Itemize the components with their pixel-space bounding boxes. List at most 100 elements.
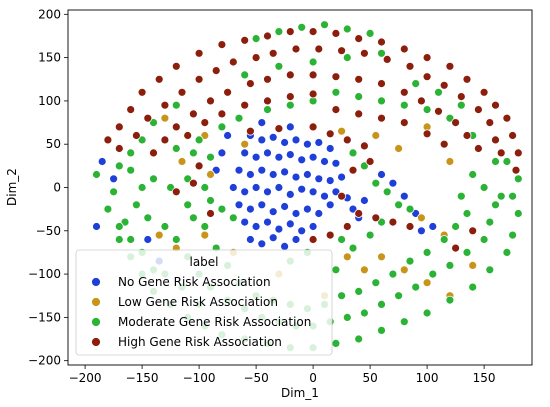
data-point [371, 278, 381, 288]
data-point [354, 92, 364, 101]
data-point [496, 148, 506, 158]
data-point [308, 89, 318, 99]
data-point [462, 74, 472, 84]
data-point [348, 148, 358, 158]
data-point [137, 87, 147, 97]
data-point [257, 239, 267, 249]
data-point [228, 57, 238, 67]
data-point [302, 139, 312, 149]
data-point [377, 170, 386, 179]
data-point [285, 122, 295, 132]
data-point [354, 209, 364, 218]
data-point [285, 189, 295, 199]
data-point [234, 165, 244, 175]
data-point [228, 183, 238, 192]
data-point [171, 61, 181, 71]
data-point [496, 191, 506, 201]
legend-label: No Gene Risk Association [118, 275, 271, 289]
data-point [342, 252, 352, 262]
data-point [206, 196, 215, 205]
legend: label No Gene Risk Association Low Gene R… [75, 249, 333, 356]
data-point [314, 44, 324, 54]
data-point [291, 235, 301, 244]
data-point [240, 35, 250, 45]
data-point [342, 312, 352, 322]
series-high-gene-risk-association [103, 27, 523, 253]
data-point [371, 178, 381, 188]
data-point [126, 105, 136, 114]
data-point [331, 187, 341, 197]
x-tick-label: 100 [416, 371, 439, 385]
data-point [377, 113, 386, 123]
data-point [445, 113, 455, 123]
data-point [240, 217, 250, 227]
data-point [109, 187, 118, 197]
data-point [291, 209, 301, 218]
data-point [183, 131, 193, 140]
data-point [354, 109, 364, 119]
data-point [337, 172, 347, 182]
data-point [245, 79, 255, 88]
data-point [359, 161, 369, 171]
data-point [342, 53, 352, 62]
data-point [245, 126, 255, 136]
data-point [240, 70, 250, 80]
data-point [422, 72, 432, 82]
data-point [194, 161, 204, 171]
data-point [399, 191, 409, 201]
data-point [223, 131, 233, 140]
data-point [354, 74, 364, 84]
data-point [188, 148, 198, 158]
data-point [240, 187, 250, 197]
data-point [257, 135, 267, 145]
data-point [228, 213, 238, 223]
data-point [274, 27, 284, 37]
data-point [114, 235, 124, 244]
data-point [411, 79, 421, 88]
data-point [508, 230, 517, 240]
x-tick-label: −200 [69, 371, 102, 385]
data-point [285, 70, 295, 80]
y-tick-label: 0 [53, 181, 61, 195]
data-point [251, 152, 261, 162]
x-tick-label: −100 [183, 371, 216, 385]
data-point [103, 204, 113, 214]
data-point [240, 148, 250, 158]
legend-title: label [189, 255, 218, 269]
data-point [485, 265, 495, 275]
data-point [473, 105, 483, 114]
data-point [297, 22, 307, 32]
data-point [445, 260, 455, 270]
data-point [92, 170, 101, 179]
data-point [354, 286, 364, 296]
y-tick-label: 200 [38, 7, 61, 21]
y-tick-label: −150 [28, 310, 61, 324]
data-point [268, 207, 278, 217]
legend-marker [91, 297, 101, 307]
data-point [354, 34, 364, 43]
legend-marker [91, 277, 101, 287]
data-point [473, 144, 483, 153]
data-point [217, 40, 227, 49]
data-point [331, 87, 341, 97]
data-point [468, 226, 478, 236]
data-point [171, 235, 181, 244]
data-point [365, 230, 375, 240]
data-point [206, 152, 215, 162]
data-point [462, 209, 472, 218]
data-point [377, 325, 386, 335]
data-point [451, 243, 461, 253]
data-point [434, 87, 443, 97]
data-point [371, 213, 381, 223]
data-point [126, 148, 136, 158]
data-point [245, 235, 255, 244]
data-point [120, 217, 130, 227]
data-point [337, 126, 347, 136]
data-point [285, 150, 295, 160]
data-point [491, 200, 500, 210]
data-point [126, 235, 136, 244]
data-point [268, 170, 278, 179]
data-point [257, 118, 267, 127]
data-point [131, 131, 141, 140]
